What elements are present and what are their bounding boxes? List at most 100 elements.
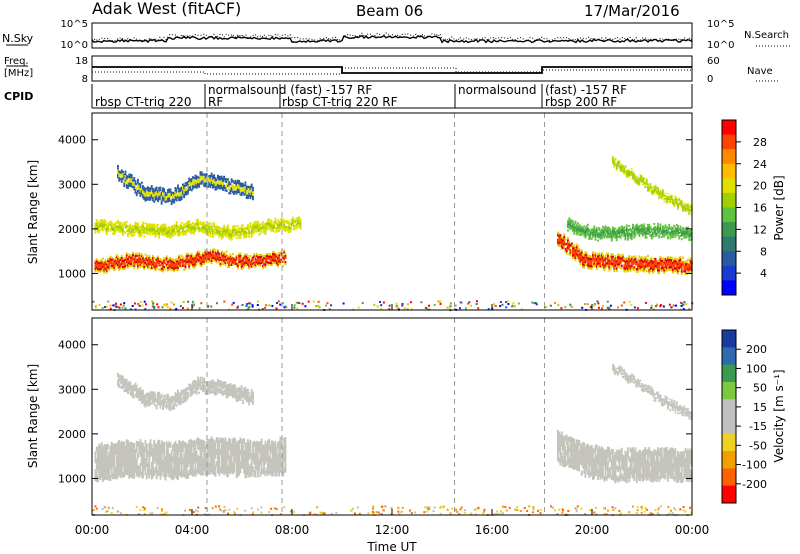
echo-cell [272,470,274,477]
echo-cell [244,259,247,262]
echo-cell [230,257,233,260]
echo-cell [107,228,109,231]
echo-cell [212,179,214,182]
echo-cell [152,233,154,236]
echo-cell [232,444,234,451]
echo-cell [680,199,683,202]
echo-cell [689,259,692,263]
echo-cell [173,270,176,273]
echo-cell [673,230,676,233]
echo-cell [577,229,579,232]
echo-cell [687,230,689,233]
echo-cell [152,265,154,268]
echo-cell [268,225,271,228]
echo-cell [682,234,684,237]
echo-cell [100,471,103,478]
echo-cell [97,268,99,271]
echo-cell [670,231,673,234]
echo-cell [635,225,638,228]
echo-cell [244,261,247,264]
echo-cell [105,269,108,272]
echo-cell [629,171,632,174]
echo-cell [188,188,191,191]
colorbar-tick-label: 24 [753,158,767,171]
freq-label-line2: [MHz] [4,68,33,79]
echo-cell [640,233,643,235]
echo-cell [147,267,149,270]
echo-cell [653,223,656,225]
echo-cell [617,263,619,266]
echo-cell [274,221,277,224]
echo-cell [598,227,601,229]
echo-cell [559,243,562,247]
echo-cell [183,264,186,267]
echo-cell [263,222,266,225]
echo-cell [122,173,124,176]
echo-cell [232,252,234,255]
echo-cell [578,250,581,253]
echo-cell [587,229,589,232]
echo-cell [685,210,688,212]
echo-cell [124,378,127,381]
echo-cell [97,221,99,224]
echo-cell [235,264,238,267]
speckle-cell [342,302,345,305]
echo-cell [299,226,302,228]
echo-cell [193,223,196,226]
echo-cell [670,233,673,236]
echo-cell [157,396,159,399]
echo-cell [635,181,638,183]
echo-cell [254,230,257,233]
echo-cell [269,221,272,224]
echo-cell [575,253,578,256]
echo-cell [264,223,267,226]
echo-cell [115,225,118,228]
echo-cell [212,182,214,185]
echo-cell [170,266,173,269]
echo-cell [573,229,576,231]
speckle-cell [437,300,440,303]
echo-cell [599,255,602,258]
echo-cell [210,442,213,449]
echo-cell [252,466,254,473]
echo-cell [665,269,668,272]
echo-cell [277,454,279,461]
echo-cell [249,188,252,191]
colorbar-swatch [722,178,736,194]
echo-cell [638,231,641,234]
echo-cell [154,449,157,456]
echo-cell [259,264,262,267]
echo-cell [117,447,119,454]
echo-cell [155,400,158,403]
echo-cell [585,263,588,267]
echo-cell [144,222,147,225]
echo-cell [172,194,174,197]
echo-cell [129,182,132,185]
echo-cell [185,253,188,256]
echo-cell [678,237,681,240]
echo-cell [127,184,129,187]
echo-cell [145,227,148,229]
echo-cell [639,174,642,176]
echo-cell [170,260,173,263]
speckle-cell [123,302,126,305]
echo-cell [142,466,144,473]
echo-cell [172,227,174,229]
echo-cell [127,439,129,446]
echo-cell [119,454,122,461]
echo-cell [170,191,173,194]
echo-cell [158,469,161,476]
echo-cell [124,265,127,268]
echo-cell [669,256,672,259]
echo-cell [240,257,243,260]
echo-cell [264,452,267,459]
echo-cell [240,462,243,469]
echo-cell [662,227,664,230]
echo-cell [133,388,136,392]
echo-cell [167,467,169,473]
echo-cell [167,200,169,203]
echo-cell [242,264,244,267]
echo-cell [270,446,273,453]
echo-cell [125,256,128,259]
echo-cell [233,228,236,231]
